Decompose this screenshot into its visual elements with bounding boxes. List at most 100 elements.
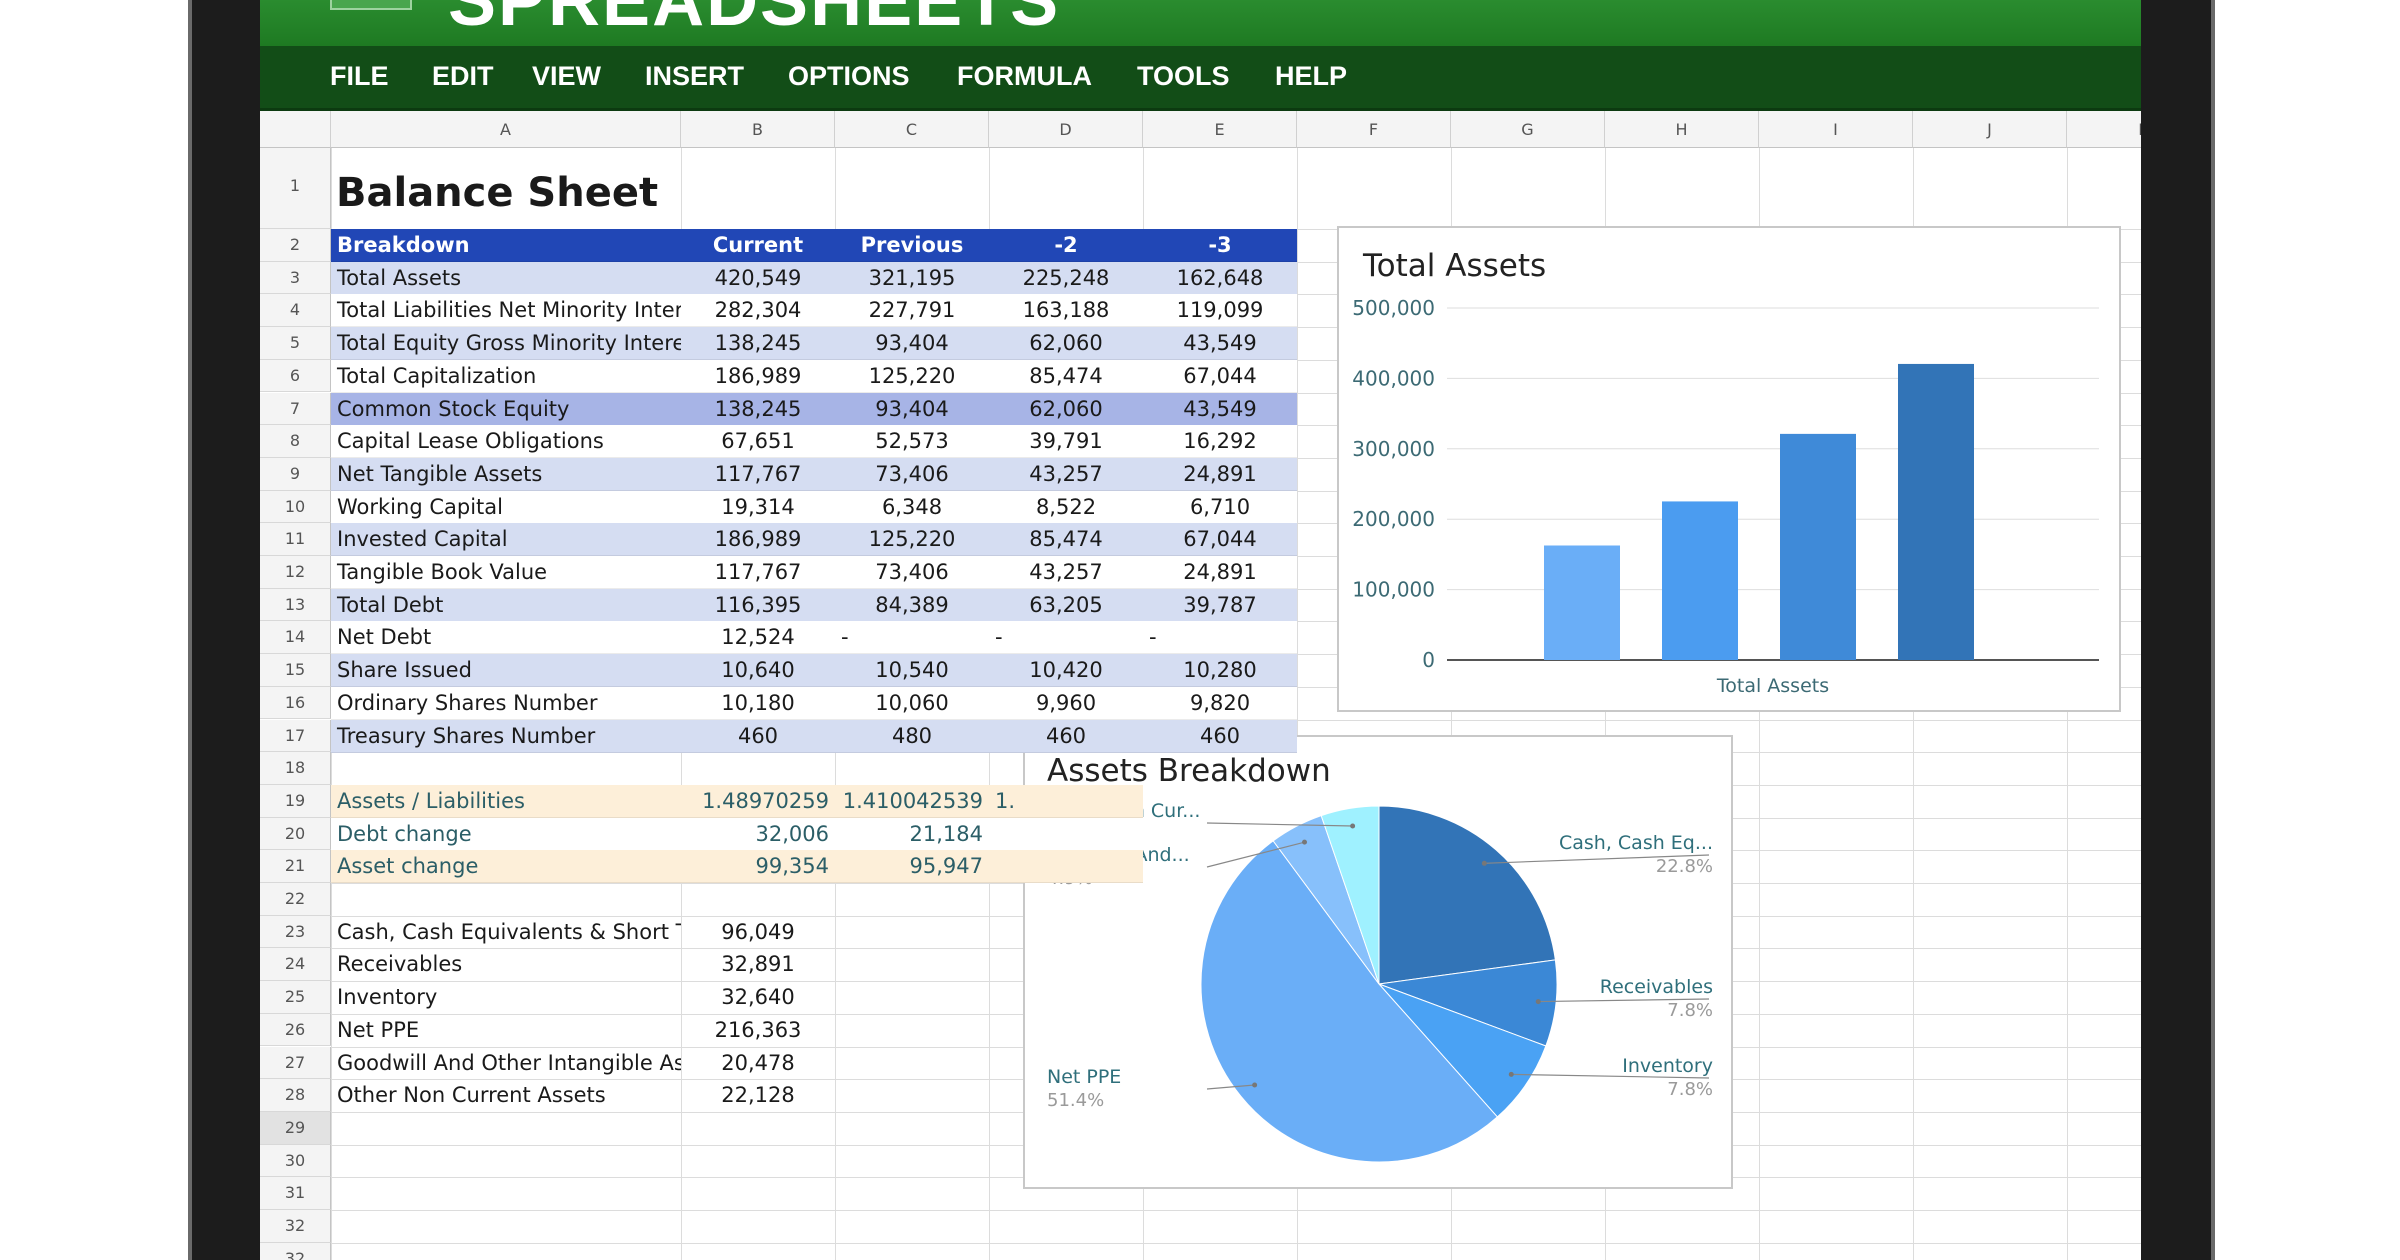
row-label-cell[interactable]: Total Equity Gross Minority Interes bbox=[337, 331, 681, 355]
row-header-9[interactable]: 9 bbox=[260, 457, 331, 491]
asset-value-cell[interactable]: 20,478 bbox=[721, 1051, 795, 1075]
ratio-label-cell[interactable]: Assets / Liabilities bbox=[337, 789, 525, 813]
row-label-cell[interactable]: Invested Capital bbox=[337, 527, 508, 551]
value-cell[interactable]: 93,404 bbox=[875, 397, 949, 421]
value-cell[interactable]: 282,304 bbox=[714, 298, 802, 322]
row-header-19[interactable]: 19 bbox=[260, 784, 331, 818]
asset-label-cell[interactable]: Receivables bbox=[337, 952, 463, 976]
table-header-cell[interactable]: Previous bbox=[860, 233, 964, 257]
value-cell[interactable]: - bbox=[995, 625, 1003, 649]
row-header-16[interactable]: 16 bbox=[260, 686, 331, 720]
table-header-cell[interactable]: Breakdown bbox=[337, 233, 470, 257]
menu-tools[interactable]: TOOLS bbox=[1137, 61, 1230, 91]
row-header-32[interactable]: 32 bbox=[260, 1210, 331, 1243]
value-cell[interactable]: 227,791 bbox=[868, 298, 956, 322]
total-assets-chart[interactable]: Total Assets 0 100,000 200,000 300,000 400,0… bbox=[1337, 226, 2121, 712]
value-cell[interactable]: 73,406 bbox=[875, 462, 949, 486]
value-cell[interactable]: 39,791 bbox=[1029, 429, 1103, 453]
value-cell[interactable]: 117,767 bbox=[714, 462, 802, 486]
asset-label-cell[interactable]: Other Non Current Assets bbox=[337, 1083, 606, 1107]
column-header-h[interactable]: H bbox=[1605, 111, 1759, 148]
row-header-6[interactable]: 6 bbox=[260, 359, 331, 393]
value-cell[interactable]: 43,549 bbox=[1183, 331, 1257, 355]
asset-value-cell[interactable]: 96,049 bbox=[721, 920, 795, 944]
menu-view[interactable]: VIEW bbox=[532, 61, 602, 91]
row-header-18[interactable]: 18 bbox=[260, 752, 331, 785]
value-cell[interactable]: 10,280 bbox=[1183, 658, 1257, 682]
value-cell[interactable]: 85,474 bbox=[1029, 364, 1103, 388]
column-header-j[interactable]: J bbox=[1913, 111, 2067, 148]
row-header-24[interactable]: 24 bbox=[260, 948, 331, 982]
value-cell[interactable]: 9,960 bbox=[1035, 691, 1097, 715]
value-cell[interactable]: 186,989 bbox=[714, 364, 802, 388]
row-header-27[interactable]: 27 bbox=[260, 1046, 331, 1080]
value-cell[interactable]: 117,767 bbox=[714, 560, 802, 584]
menu-edit[interactable]: EDIT bbox=[432, 61, 494, 91]
value-cell[interactable]: 10,060 bbox=[875, 691, 949, 715]
row-label-cell[interactable]: Total Capitalization bbox=[337, 364, 537, 388]
row-header-3[interactable]: 3 bbox=[260, 261, 331, 295]
row-label-cell[interactable]: Share Issued bbox=[337, 658, 472, 682]
ratio-value-cell[interactable]: 1. bbox=[995, 789, 1016, 813]
asset-label-cell[interactable]: Inventory bbox=[337, 985, 438, 1009]
table-header-cell[interactable]: -2 bbox=[1054, 233, 1078, 257]
row-header-25[interactable]: 25 bbox=[260, 981, 331, 1014]
column-header-k[interactable]: K bbox=[2067, 111, 2141, 148]
column-header-i[interactable]: I bbox=[1759, 111, 1913, 148]
row-header-33[interactable]: 32 bbox=[260, 1242, 331, 1260]
row-header-20[interactable]: 20 bbox=[260, 817, 331, 851]
select-all-corner[interactable] bbox=[260, 111, 331, 148]
row-header-5[interactable]: 5 bbox=[260, 327, 331, 360]
menu-options[interactable]: OPTIONS bbox=[788, 61, 910, 91]
value-cell[interactable]: 420,549 bbox=[714, 266, 802, 290]
menu-file[interactable]: FILE bbox=[330, 61, 389, 91]
value-cell[interactable]: 63,205 bbox=[1029, 593, 1103, 617]
value-cell[interactable]: 460 bbox=[737, 724, 779, 748]
row-label-cell[interactable]: Treasury Shares Number bbox=[337, 724, 596, 748]
value-cell[interactable]: 480 bbox=[891, 724, 933, 748]
value-cell[interactable]: 10,540 bbox=[875, 658, 949, 682]
value-cell[interactable]: 84,389 bbox=[875, 593, 949, 617]
value-cell[interactable]: 24,891 bbox=[1183, 462, 1257, 486]
asset-label-cell[interactable]: Net PPE bbox=[337, 1018, 420, 1042]
ratio-label-cell[interactable]: Asset change bbox=[337, 854, 479, 878]
value-cell[interactable]: 52,573 bbox=[875, 429, 949, 453]
row-header-23[interactable]: 23 bbox=[260, 915, 331, 949]
value-cell[interactable]: 6,710 bbox=[1189, 495, 1251, 519]
row-header-21[interactable]: 21 bbox=[260, 850, 331, 883]
row-header-8[interactable]: 8 bbox=[260, 425, 331, 458]
ratio-value-cell[interactable]: 95,947 bbox=[909, 854, 983, 878]
value-cell[interactable]: 19,314 bbox=[721, 495, 795, 519]
value-cell[interactable]: 162,648 bbox=[1176, 266, 1264, 290]
value-cell[interactable]: 460 bbox=[1199, 724, 1241, 748]
row-header-12[interactable]: 12 bbox=[260, 556, 331, 589]
row-header-11[interactable]: 11 bbox=[260, 523, 331, 556]
table-header-cell[interactable]: -3 bbox=[1208, 233, 1232, 257]
value-cell[interactable]: 67,044 bbox=[1183, 527, 1257, 551]
column-header-c[interactable]: C bbox=[835, 111, 989, 148]
value-cell[interactable]: 16,292 bbox=[1183, 429, 1257, 453]
column-header-b[interactable]: B bbox=[681, 111, 835, 148]
column-header-e[interactable]: E bbox=[1143, 111, 1297, 148]
ratio-value-cell[interactable]: 21,184 bbox=[909, 822, 983, 846]
row-header-22[interactable]: 22 bbox=[260, 883, 331, 916]
row-header-30[interactable]: 30 bbox=[260, 1144, 331, 1178]
column-header-f[interactable]: F bbox=[1297, 111, 1451, 148]
value-cell[interactable]: 85,474 bbox=[1029, 527, 1103, 551]
asset-value-cell[interactable]: 32,640 bbox=[721, 985, 795, 1009]
value-cell[interactable]: - bbox=[841, 625, 849, 649]
column-header-d[interactable]: D bbox=[989, 111, 1143, 148]
value-cell[interactable]: 67,651 bbox=[721, 429, 795, 453]
row-header-31[interactable]: 31 bbox=[260, 1177, 331, 1210]
value-cell[interactable]: 39,787 bbox=[1183, 593, 1257, 617]
row-label-cell[interactable]: Tangible Book Value bbox=[337, 560, 548, 584]
column-header-g[interactable]: G bbox=[1451, 111, 1605, 148]
value-cell[interactable]: 321,195 bbox=[868, 266, 956, 290]
row-header-29[interactable]: 29 bbox=[260, 1111, 331, 1145]
value-cell[interactable]: 8,522 bbox=[1035, 495, 1097, 519]
value-cell[interactable]: 10,420 bbox=[1029, 658, 1103, 682]
value-cell[interactable]: - bbox=[1149, 625, 1157, 649]
row-label-cell[interactable]: Total Liabilities Net Minority Intere bbox=[337, 298, 681, 322]
value-cell[interactable]: 125,220 bbox=[868, 364, 956, 388]
ratio-value-cell[interactable]: 99,354 bbox=[755, 854, 829, 878]
